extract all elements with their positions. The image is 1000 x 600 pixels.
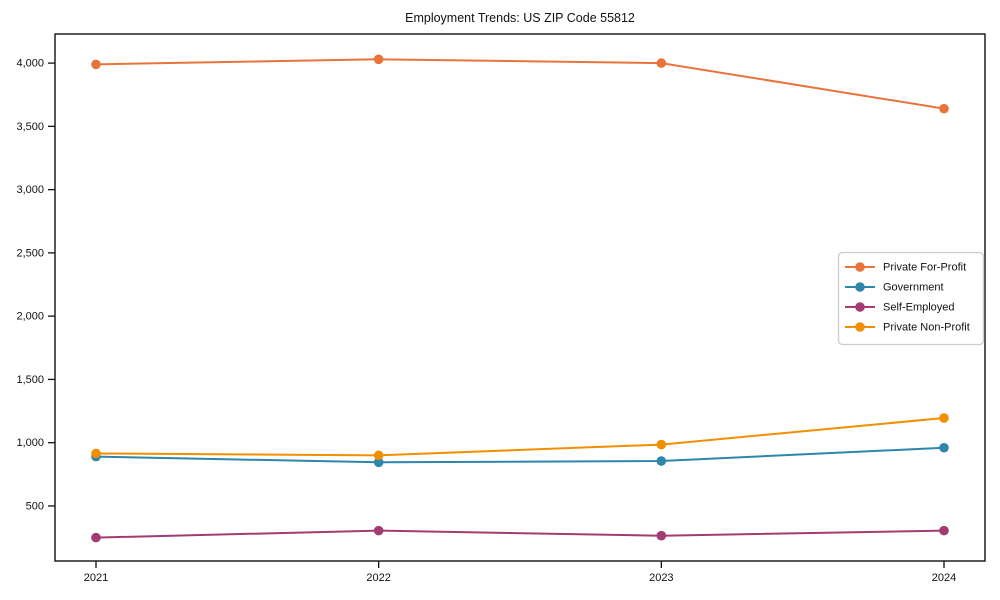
chart-title: Employment Trends: US ZIP Code 55812: [405, 11, 635, 25]
legend-marker-dot: [855, 262, 865, 272]
legend-label: Self-Employed: [883, 301, 955, 313]
data-point-self-employed-2021: [91, 532, 101, 543]
data-point-government-2022: [373, 457, 384, 468]
y-tick-label: 2,500: [16, 247, 44, 259]
legend-marker-dot: [855, 282, 865, 292]
data-point-private-non-profit-2024: [939, 413, 949, 423]
legend-marker-dot: [855, 302, 865, 312]
legend-label: Private For-Profit: [883, 261, 966, 273]
data-point-private-for-profit-2023: [656, 58, 667, 68]
data-point-private-non-profit-2022: [373, 450, 384, 461]
series-line-government: [95, 446, 945, 464]
legend: Private For-Profit Government Self-Employe…: [837, 251, 985, 346]
y-tick-label: 4,000: [16, 58, 44, 70]
data-point-government-2023: [656, 456, 667, 466]
x-tick-label: 2023: [649, 572, 673, 584]
data-point-government-2024: [939, 442, 949, 453]
data-point-private-non-profit-2021: [91, 448, 101, 459]
legend-label: Private Non-Profit: [883, 321, 970, 333]
legend-label: Government: [883, 281, 944, 293]
y-tick-label: 1,500: [16, 374, 44, 386]
data-point-private-for-profit-2021: [91, 59, 101, 70]
x-tick-label: 2021: [84, 572, 108, 584]
y-tick-label: 2,000: [16, 311, 44, 323]
data-point-self-employed-2023: [656, 530, 667, 541]
legend-box: [837, 251, 985, 346]
data-point-private-non-profit-2023: [656, 439, 667, 450]
legend-item-private-for-profit: Private For-Profit: [845, 261, 966, 273]
plot-border: [54, 33, 986, 562]
data-point-self-employed-2022: [373, 525, 384, 536]
legend-item-self-employed: Self-Employed: [845, 301, 955, 313]
y-tick-label: 1,000: [16, 437, 44, 449]
legend-marker-dot: [855, 322, 865, 332]
data-point-private-for-profit-2024: [939, 103, 949, 114]
x-tick-label: 2024: [932, 572, 956, 584]
y-tick-label: 500: [26, 500, 44, 512]
series-line-private-non-profit: [95, 417, 945, 457]
series-line-private-for-profit: [95, 58, 945, 110]
legend-item-private-non-profit: Private Non-Profit: [845, 321, 970, 333]
legend-item-government: Government: [845, 281, 944, 293]
y-tick-label: 3,500: [16, 121, 44, 133]
y-tick-label: 3,000: [16, 184, 44, 196]
x-tick-label: 2022: [366, 572, 390, 584]
series-line-self-employed: [95, 529, 945, 539]
data-point-self-employed-2024: [939, 525, 949, 536]
data-point-private-for-profit-2022: [373, 54, 384, 65]
